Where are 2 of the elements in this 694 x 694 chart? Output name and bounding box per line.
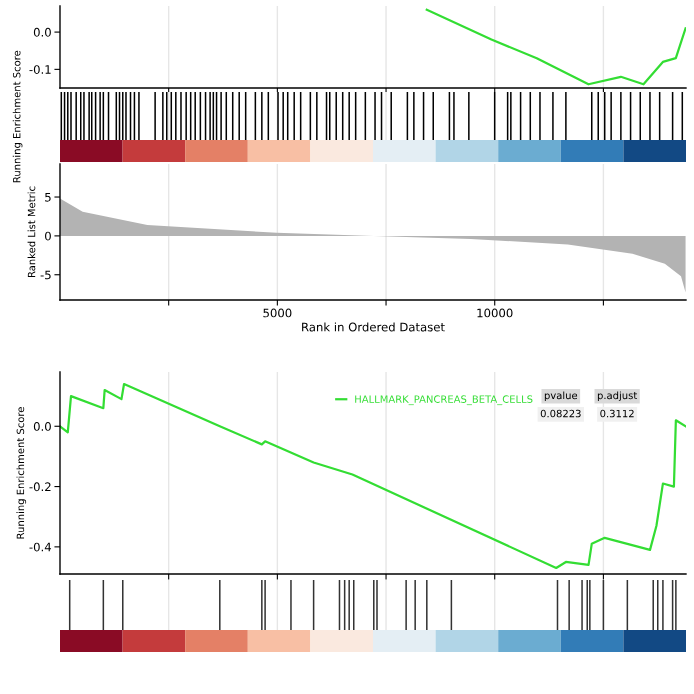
line-series (425, 8, 686, 86)
line-series (60, 382, 686, 570)
